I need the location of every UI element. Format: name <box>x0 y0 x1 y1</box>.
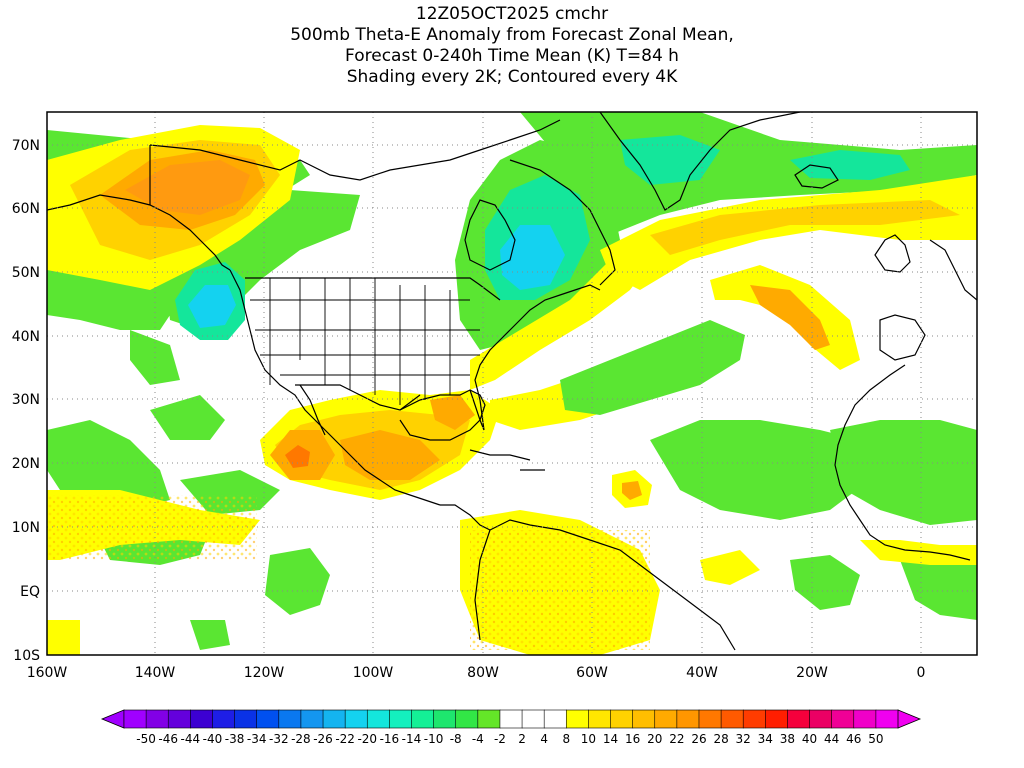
colorbar-swatch <box>168 710 190 728</box>
colorbar-swatch <box>544 710 566 728</box>
colorbar-label: 22 <box>669 732 684 746</box>
colorbar-label: -20 <box>357 732 377 746</box>
colorbar-label: 28 <box>713 732 728 746</box>
colorbar-label: 50 <box>868 732 883 746</box>
colorbar-swatch <box>212 710 234 728</box>
colorbar-label: -32 <box>269 732 289 746</box>
colorbar-low-arrow <box>102 710 124 728</box>
lon-label: 0 <box>917 665 926 681</box>
colorbar-swatch <box>345 710 367 728</box>
lat-label: 70N <box>12 138 40 154</box>
colorbar-swatch <box>765 710 787 728</box>
colorbar-swatch <box>743 710 765 728</box>
colorbar-label: 46 <box>846 732 861 746</box>
colorbar-label: 34 <box>758 732 773 746</box>
colorbar-label: 10 <box>581 732 596 746</box>
colorbar-label: -4 <box>472 732 484 746</box>
colorbar-label: 2 <box>518 732 526 746</box>
lon-label: 140W <box>135 665 176 681</box>
dotted-south-america <box>470 530 650 650</box>
colorbar-swatch <box>633 710 655 728</box>
colorbar-swatch <box>146 710 168 728</box>
colorbar-label: -2 <box>494 732 506 746</box>
colorbar-label: -10 <box>424 732 444 746</box>
colorbar-swatch <box>257 710 279 728</box>
colorbar-swatch <box>721 710 743 728</box>
colorbar-swatch <box>655 710 677 728</box>
colorbar-swatch <box>456 710 478 728</box>
colorbar-swatch <box>124 710 146 728</box>
lat-label: 10S <box>13 648 40 664</box>
colorbar-swatch <box>832 710 854 728</box>
lat-label: EQ <box>20 584 40 600</box>
colorbar-label: 26 <box>691 732 706 746</box>
colorbar-label: 16 <box>625 732 640 746</box>
colorbar-label: -40 <box>203 732 223 746</box>
colorbar-swatch <box>588 710 610 728</box>
colorbar-swatch <box>279 710 301 728</box>
colorbar-label: -38 <box>225 732 245 746</box>
colorbar-high-arrow <box>898 710 920 728</box>
lon-label: 40W <box>686 665 718 681</box>
colorbar-swatch <box>611 710 633 728</box>
lon-label: 60W <box>576 665 608 681</box>
colorbar-swatch <box>411 710 433 728</box>
colorbar-label: 8 <box>562 732 570 746</box>
colorbar-swatch <box>699 710 721 728</box>
colorbar-label: 38 <box>780 732 795 746</box>
lon-axis: 160W 140W 120W 100W 80W 60W 40W 20W 0 <box>27 665 926 681</box>
colorbar: -50 -46 -44 -40 -38 -34 -32 -28 -26 -22 -20 -16 -14-… <box>102 710 920 746</box>
colorbar-swatch <box>301 710 323 728</box>
colorbar-swatch <box>677 710 699 728</box>
colorbar-label: 44 <box>824 732 839 746</box>
colorbar-label: 14 <box>603 732 618 746</box>
lon-label: 80W <box>467 665 499 681</box>
colorbar-label: -16 <box>380 732 400 746</box>
colorbar-label: 20 <box>647 732 662 746</box>
lat-label: 60N <box>12 201 40 217</box>
colorbar-label: -14 <box>402 732 422 746</box>
lat-label: 40N <box>12 329 40 345</box>
colorbar-label: -34 <box>247 732 267 746</box>
colorbar-label: 40 <box>802 732 817 746</box>
colorbar-label: -8 <box>450 732 462 746</box>
colorbar-label: 4 <box>540 732 548 746</box>
colorbar-swatch <box>854 710 876 728</box>
colorbar-swatch <box>389 710 411 728</box>
lat-label: 20N <box>12 456 40 472</box>
colorbar-label: -46 <box>158 732 178 746</box>
colorbar-label: -26 <box>313 732 333 746</box>
colorbar-swatch <box>323 710 345 728</box>
lat-axis: 70N 60N 50N 40N 30N 20N 10N EQ 10S <box>12 138 40 664</box>
colorbar-swatch <box>434 710 456 728</box>
lat-label: 30N <box>12 392 40 408</box>
colorbar-swatch <box>787 710 809 728</box>
colorbar-label: -44 <box>181 732 201 746</box>
colorbar-swatch <box>876 710 898 728</box>
lat-label: 10N <box>12 520 40 536</box>
colorbar-swatch <box>500 710 522 728</box>
lon-label: 20W <box>796 665 828 681</box>
colorbar-swatch <box>190 710 212 728</box>
lon-label: 120W <box>244 665 285 681</box>
colorbar-label: -50 <box>136 732 156 746</box>
colorbar-label: -22 <box>335 732 355 746</box>
colorbar-swatch <box>810 710 832 728</box>
colorbar-swatch <box>367 710 389 728</box>
colorbar-swatch <box>522 710 544 728</box>
colorbar-swatch <box>235 710 257 728</box>
colorbar-swatch <box>478 710 500 728</box>
yellow-pacific-south <box>47 620 80 655</box>
colorbar-swatch <box>566 710 588 728</box>
colorbar-label: -28 <box>291 732 311 746</box>
lon-label: 160W <box>27 665 68 681</box>
lon-label: 100W <box>353 665 394 681</box>
lat-label: 50N <box>12 265 40 281</box>
colorbar-label: 32 <box>736 732 751 746</box>
